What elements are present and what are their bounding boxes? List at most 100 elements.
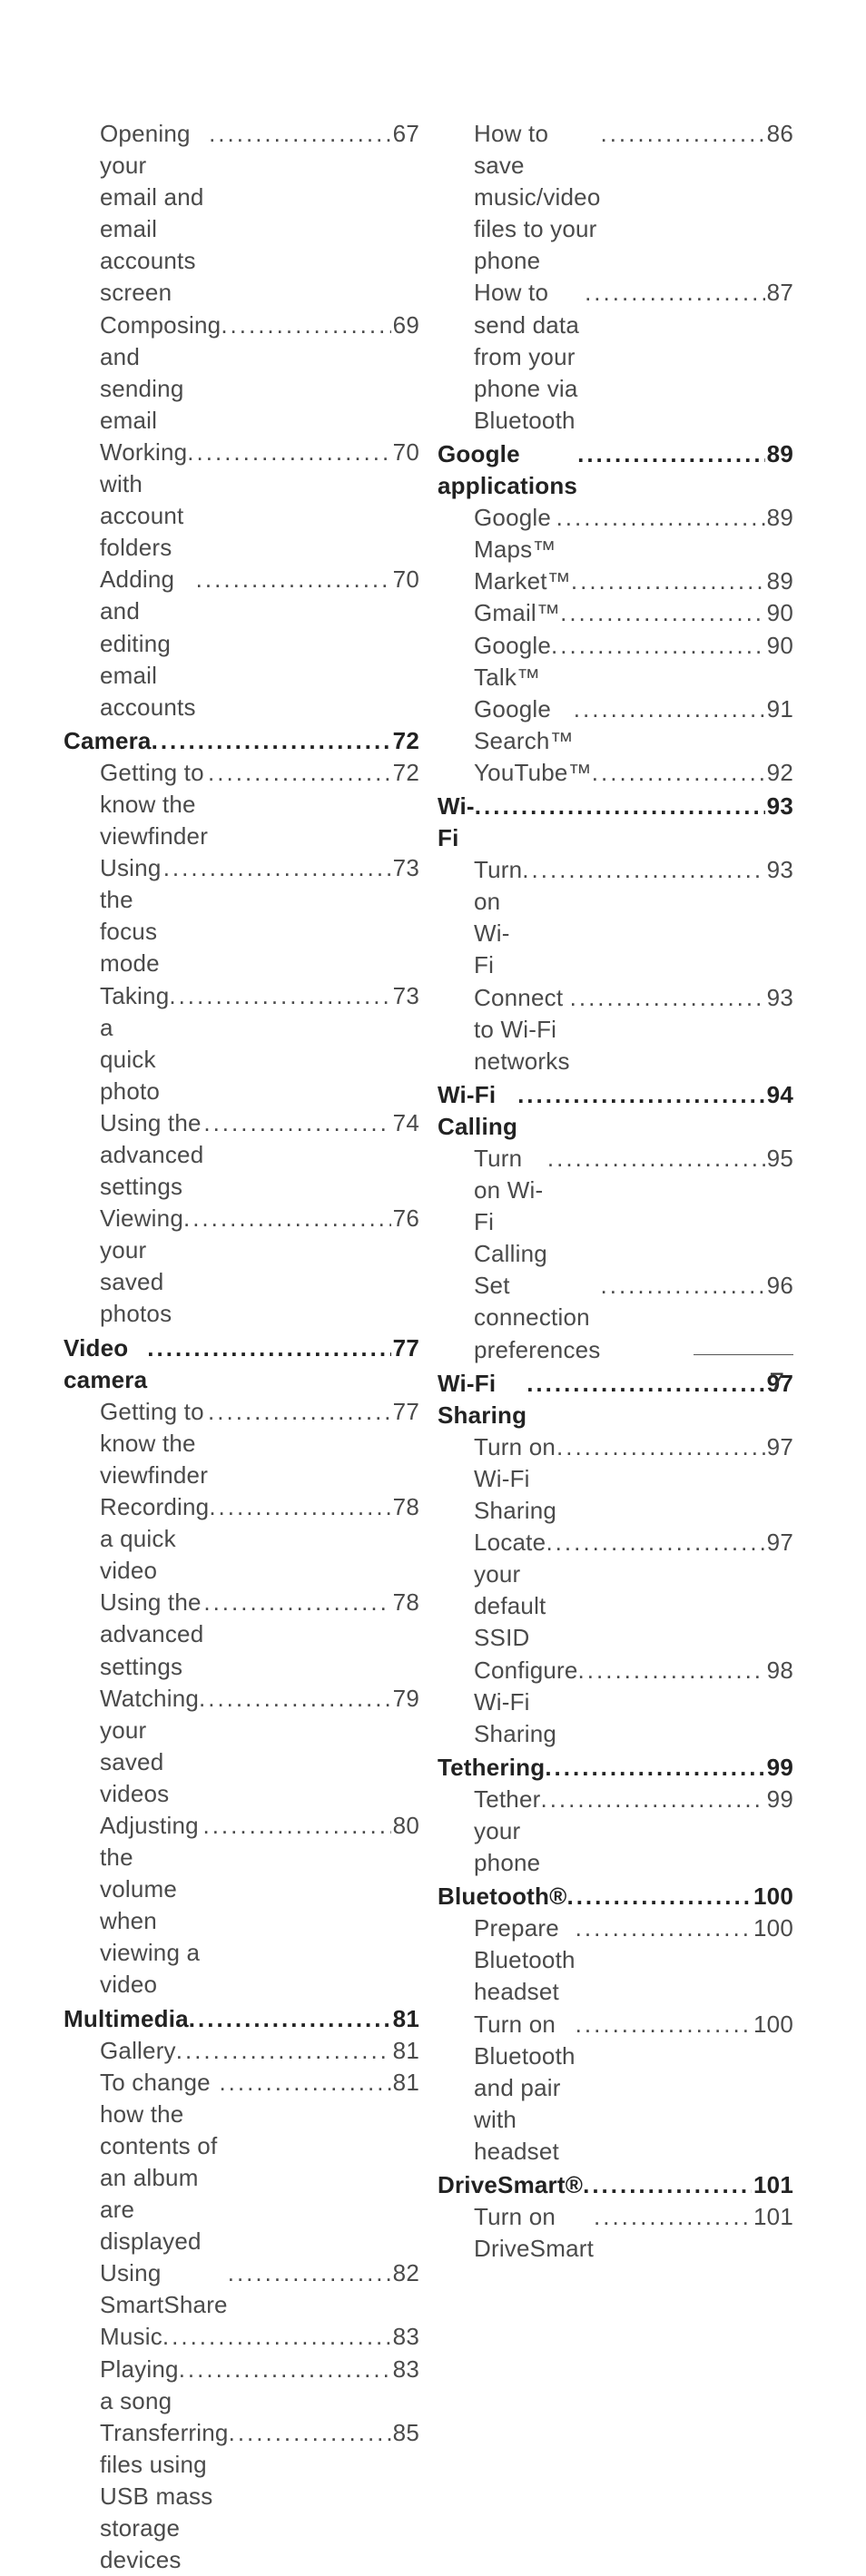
toc-subentry[interactable]: Tether your phone99	[456, 1784, 793, 1879]
toc-label: Market™	[474, 565, 571, 597]
toc-subentry[interactable]: Google Search™91	[456, 693, 793, 757]
toc-subentry[interactable]: Getting to know the viewfinder72	[82, 757, 419, 852]
toc-subentry[interactable]: Turn on Wi-Fi Calling95	[456, 1143, 793, 1270]
toc-subentry[interactable]: Turn on DriveSmart101	[456, 2201, 793, 2265]
toc-leader-dots	[566, 1881, 752, 1912]
toc-subentry[interactable]: Gallery81	[82, 2035, 419, 2067]
toc-subentry[interactable]: Using the focus mode73	[82, 852, 419, 979]
toc-subentry[interactable]: Turn on Bluetooth and pair with headset1…	[456, 2009, 793, 2168]
toc-page-number: 72	[391, 725, 419, 757]
toc-subentry[interactable]: Turn on Wi-Fi93	[456, 854, 793, 981]
toc-subentry[interactable]: How to save music/video files to your ph…	[456, 118, 793, 277]
toc-page-number: 89	[765, 502, 793, 534]
toc-subentry[interactable]: Turn on Wi-Fi Sharing97	[456, 1431, 793, 1527]
toc-section[interactable]: Video camera77	[64, 1332, 419, 1396]
toc-section[interactable]: Camera 72	[64, 725, 419, 757]
toc-leader-dots	[574, 693, 765, 725]
toc-subentry[interactable]: Set connection preferences 96	[456, 1270, 793, 1365]
toc-section[interactable]: DriveSmart® 101	[438, 2169, 793, 2201]
toc-subentry[interactable]: Google Talk™90	[456, 630, 793, 693]
toc-subentry[interactable]: Using the advanced settings74	[82, 1107, 419, 1203]
toc-subentry[interactable]: Google Maps™89	[456, 502, 793, 565]
toc-section[interactable]: Wi-Fi Sharing97	[438, 1368, 793, 1431]
toc-section[interactable]: Bluetooth®100	[438, 1881, 793, 1912]
toc-section[interactable]: Multimedia81	[64, 2003, 419, 2035]
toc-page-number: 85	[391, 2417, 419, 2449]
toc-leader-dots	[556, 502, 765, 534]
toc-label: Recording a quick video	[100, 1491, 209, 1587]
toc-page-number: 96	[765, 1270, 793, 1302]
toc-leader-dots	[219, 2067, 390, 2099]
toc-page-number: 97	[765, 1527, 793, 1558]
toc-subentry[interactable]: Opening your email and email accounts sc…	[82, 118, 419, 310]
toc-subentry[interactable]: Using the advanced settings78	[82, 1587, 419, 1682]
toc-label: To change how the contents of an album a…	[100, 2067, 219, 2258]
toc-subentry[interactable]: Prepare Bluetooth headset100	[456, 1912, 793, 2008]
toc-leader-dots	[199, 1683, 391, 1715]
toc-leader-dots	[601, 1270, 765, 1302]
toc-page-number: 77	[391, 1396, 419, 1428]
toc-label: Gallery	[100, 2035, 176, 2067]
toc-subentry[interactable]: YouTube™92	[456, 757, 793, 789]
toc-subentry[interactable]: Configure Wi-Fi Sharing98	[456, 1655, 793, 1750]
toc-section[interactable]: Google applications89	[438, 438, 793, 502]
toc-subentry[interactable]: Gmail™90	[456, 597, 793, 629]
toc-leader-dots	[475, 791, 765, 822]
toc-page-number: 79	[391, 1683, 419, 1715]
toc-label: How to send data from your phone via Blu…	[474, 277, 585, 436]
toc-subentry[interactable]: Adding and editing email accounts70	[82, 564, 419, 723]
toc-page-number: 98	[765, 1655, 793, 1686]
toc-subentry[interactable]: Transferring files using USB mass storag…	[82, 2417, 419, 2576]
toc-label: Bluetooth®	[438, 1881, 566, 1912]
toc-subentry[interactable]: Adjusting the volume when viewing a vide…	[82, 1810, 419, 2001]
toc-subentry[interactable]: Composing and sending email69	[82, 310, 419, 437]
toc-subentry[interactable]: Connect to Wi-Fi networks93	[456, 982, 793, 1077]
toc-section[interactable]: Tethering99	[438, 1752, 793, 1784]
toc-label: Using the focus mode	[100, 852, 163, 979]
toc-subentry[interactable]: To change how the contents of an album a…	[82, 2067, 419, 2258]
toc-section[interactable]: Wi-Fi Calling94	[438, 1079, 793, 1143]
toc-subentry[interactable]: How to send data from your phone via Blu…	[456, 277, 793, 436]
toc-subentry[interactable]: Locate your default SSID97	[456, 1527, 793, 1654]
toc-page-number: 86	[765, 118, 793, 150]
toc-label: Watching your saved videos	[100, 1683, 199, 1810]
toc-label: Google Search™	[474, 693, 574, 757]
toc-leader-dots	[203, 1587, 390, 1618]
toc-subentry[interactable]: Playing a song83	[82, 2354, 419, 2417]
toc-subentry[interactable]: Taking a quick photo73	[82, 980, 419, 1107]
toc-page-number: 101	[752, 2201, 793, 2233]
toc-page-number: 101	[752, 2169, 793, 2201]
toc-leader-dots	[592, 757, 765, 789]
toc-leader-dots	[176, 2035, 391, 2067]
toc-subentry[interactable]: Getting to know the viewfinder77	[82, 1396, 419, 1491]
toc-page-number: 87	[765, 277, 793, 309]
toc-subentry[interactable]: Recording a quick video78	[82, 1491, 419, 1587]
toc-leader-dots	[203, 1107, 390, 1139]
toc-label: DriveSmart®	[438, 2169, 583, 2201]
toc-leader-dots	[228, 2257, 391, 2289]
toc-label: Adding and editing email accounts	[100, 564, 196, 723]
toc-label: Working with account folders	[100, 437, 187, 564]
toc-subentry[interactable]: Music83	[82, 2321, 419, 2353]
toc-subentry[interactable]: Using SmartShare82	[82, 2257, 419, 2321]
toc-leader-dots	[202, 1810, 390, 1842]
toc-label: Set connection preferences	[474, 1270, 601, 1365]
toc-label: Tethering	[438, 1752, 545, 1784]
toc-subentry[interactable]: Working with account folders 70	[82, 437, 419, 564]
toc-leader-dots	[560, 597, 765, 629]
toc-label: Getting to know the viewfinder	[100, 757, 208, 852]
toc-page-number: 93	[765, 982, 793, 1014]
toc-label: Using the advanced settings	[100, 1587, 203, 1682]
toc-subentry[interactable]: Viewing your saved photos76	[82, 1203, 419, 1330]
toc-leader-dots	[546, 1527, 764, 1558]
toc-label: Camera	[64, 725, 152, 757]
toc-leader-dots	[208, 1396, 391, 1428]
toc-section[interactable]: Wi-Fi93	[438, 791, 793, 854]
toc-subentry[interactable]: Watching your saved videos 79	[82, 1683, 419, 1810]
toc-label: Video camera	[64, 1332, 147, 1396]
toc-subentry[interactable]: Market™89	[456, 565, 793, 597]
toc-leader-dots	[196, 564, 391, 595]
toc-page-number: 70	[391, 437, 419, 468]
toc-label: Transferring files using USB mass storag…	[100, 2417, 229, 2576]
toc-label: YouTube™	[474, 757, 592, 789]
